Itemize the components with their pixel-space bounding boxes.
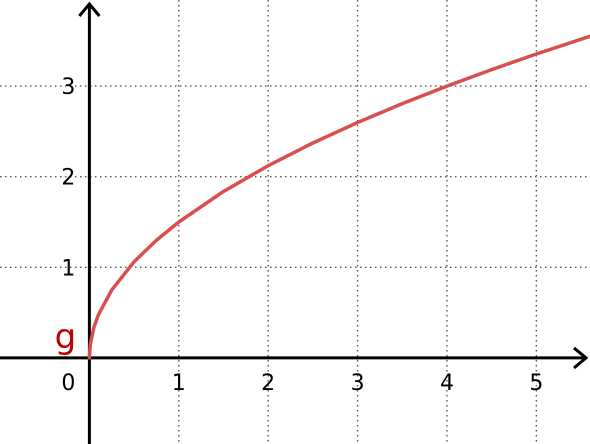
series-label-g: g <box>55 317 77 357</box>
x-axis-arrow-icon <box>573 346 589 370</box>
y-tick-label: 1 <box>61 256 75 281</box>
tick-labels: 0 1 2 3 4 5 1 2 3 <box>61 75 543 396</box>
x-tick-label: 5 <box>529 371 543 396</box>
x-tick-label: 2 <box>261 371 275 396</box>
origin-label: 0 <box>61 371 75 396</box>
y-tick-label: 3 <box>61 75 75 100</box>
x-tick-label: 1 <box>172 371 186 396</box>
x-tick-label: 4 <box>440 371 454 396</box>
y-axis-arrow-icon <box>78 1 101 17</box>
series-layer <box>87 34 590 360</box>
y-tick-label: 2 <box>61 166 75 191</box>
x-tick-label: 3 <box>351 371 365 396</box>
series-line-g <box>87 34 590 360</box>
